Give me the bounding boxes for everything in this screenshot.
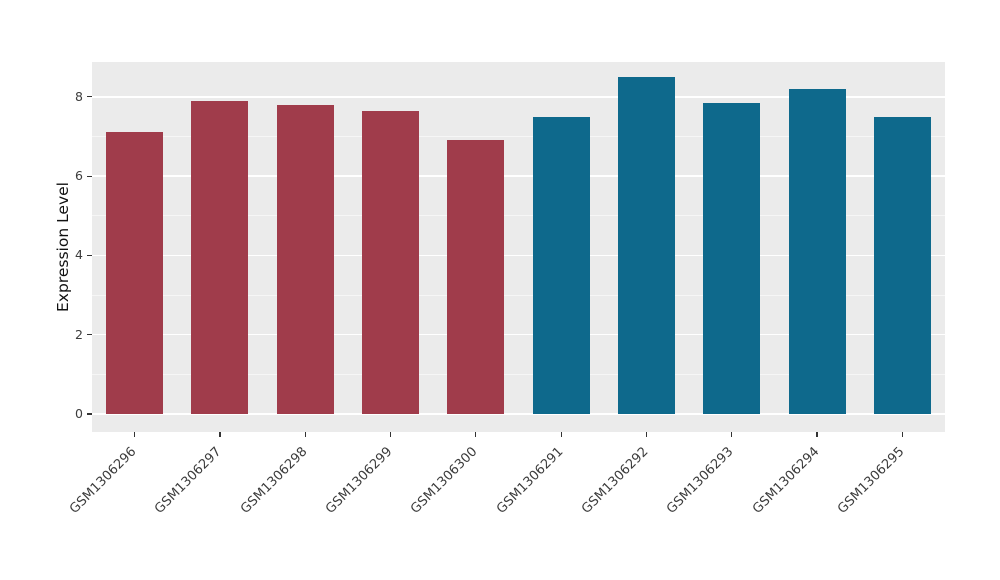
y-axis-title: Expression Level	[54, 182, 72, 312]
gridline-major	[92, 96, 945, 98]
bar	[276, 104, 334, 414]
x-tick-mark	[816, 432, 818, 437]
gridline-minor	[92, 294, 945, 296]
y-tick-label: 2	[75, 326, 83, 342]
y-tick-mark	[87, 175, 92, 177]
plot-panel	[92, 62, 945, 432]
bar	[703, 102, 761, 414]
x-tick-mark	[134, 432, 136, 437]
bar	[106, 132, 164, 414]
gridline-major	[92, 413, 945, 415]
gridline-minor	[92, 373, 945, 375]
y-tick-mark	[87, 334, 92, 336]
y-tick-label: 8	[75, 88, 83, 104]
x-tick-mark	[645, 432, 648, 437]
y-tick-label: 0	[75, 406, 83, 421]
y-tick-label: 4	[75, 247, 83, 263]
gridline-major	[92, 254, 945, 257]
gridline-major	[92, 175, 945, 177]
bar	[532, 116, 590, 414]
x-tick-mark	[219, 432, 221, 437]
gridline-minor	[92, 215, 945, 217]
y-tick-mark	[87, 254, 92, 256]
x-tick-mark	[901, 432, 903, 437]
bar	[447, 140, 505, 414]
y-tick-label: 6	[75, 168, 83, 184]
x-tick-mark	[389, 432, 392, 437]
x-tick-mark	[304, 432, 306, 437]
bar	[362, 110, 420, 414]
y-tick-mark	[87, 96, 92, 98]
x-tick-mark	[560, 432, 562, 437]
bar	[788, 88, 846, 414]
bar	[873, 116, 931, 414]
x-tick-mark	[475, 432, 477, 437]
bar	[617, 76, 675, 414]
y-tick-mark	[87, 413, 92, 415]
x-tick-mark	[731, 432, 733, 437]
gridline-minor	[92, 135, 945, 137]
gridline-major	[92, 333, 945, 336]
bar	[191, 100, 249, 414]
